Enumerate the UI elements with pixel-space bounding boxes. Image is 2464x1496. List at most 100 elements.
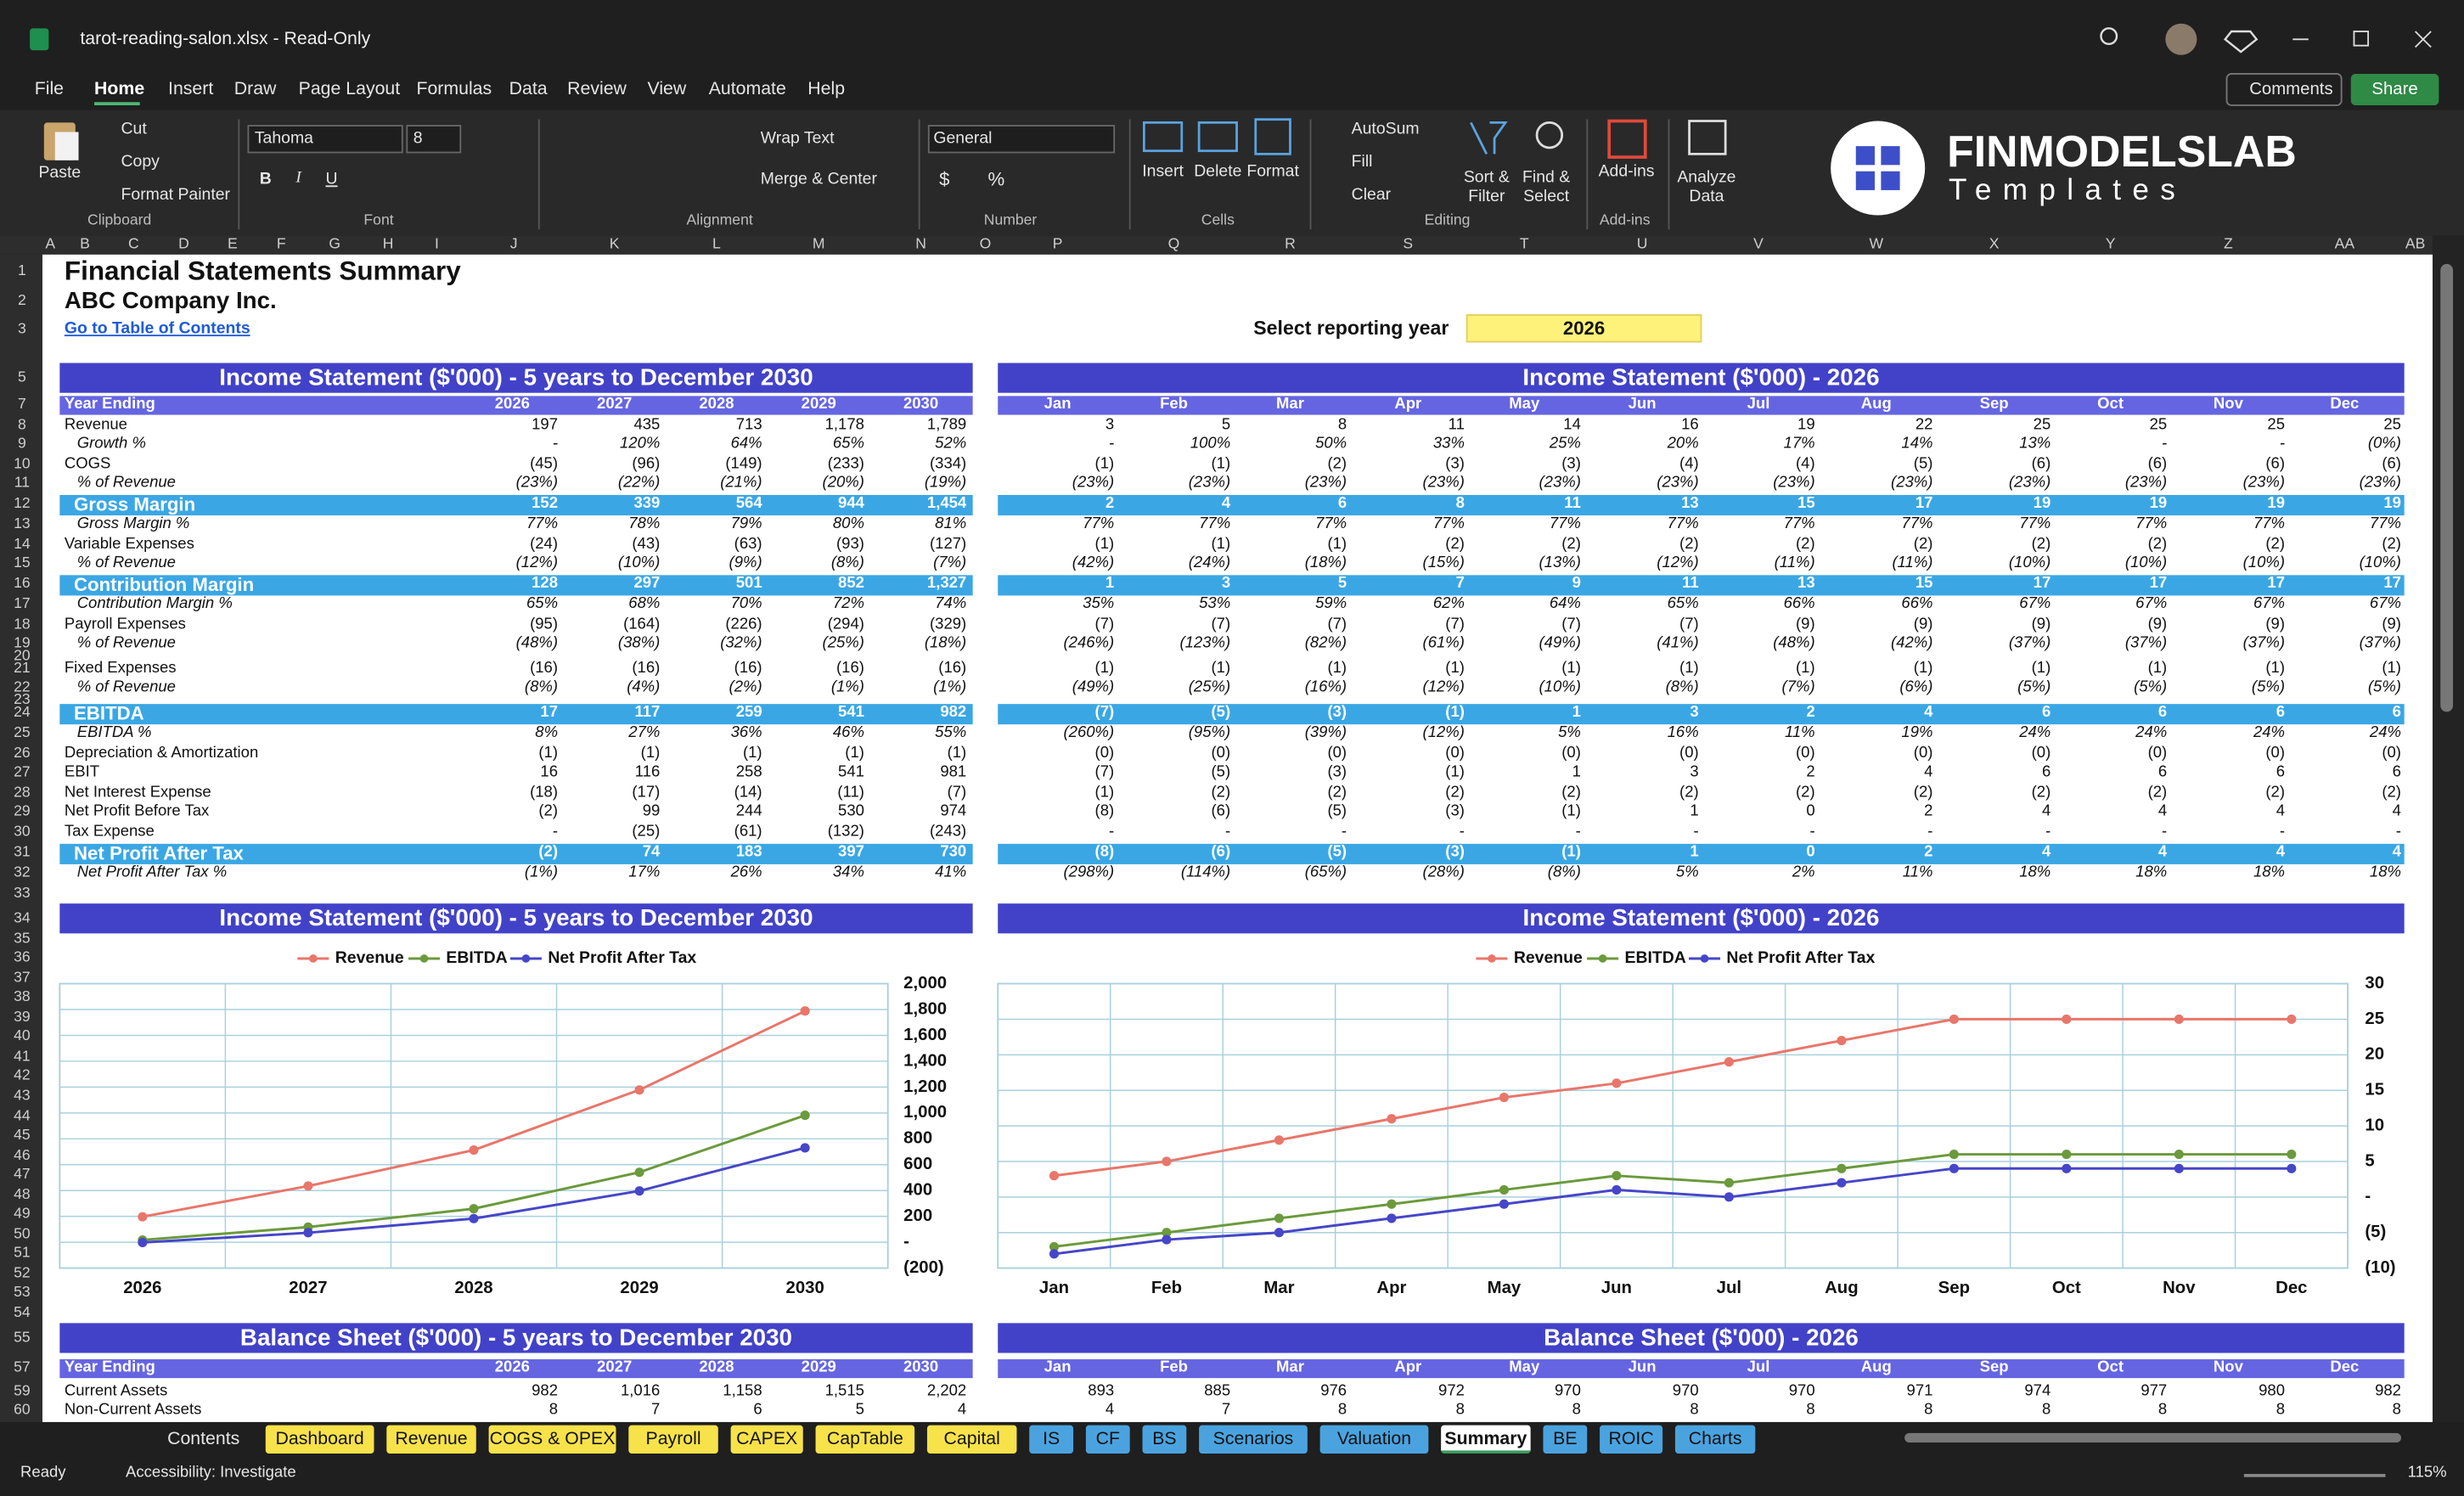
row-header[interactable]: 19	[14, 634, 31, 653]
sheet-tab[interactable]: BS	[1142, 1425, 1187, 1454]
ribbon-insert[interactable]: Insert	[1142, 161, 1184, 181]
row-header[interactable]: 21	[14, 660, 31, 678]
column-header[interactable]: E	[228, 235, 238, 253]
sheet-tab[interactable]: Contents	[167, 1430, 240, 1449]
row-header[interactable]: 49	[14, 1206, 31, 1223]
row-header[interactable]: 11	[14, 474, 31, 492]
zoom-level[interactable]: 115%	[2407, 1464, 2447, 1482]
menu-item[interactable]: View	[647, 80, 687, 99]
column-header[interactable]: B	[80, 235, 90, 253]
column-header[interactable]: A	[45, 235, 56, 253]
delete-icon[interactable]	[1197, 121, 1238, 153]
row-header[interactable]: 34	[14, 909, 31, 927]
menu-item[interactable]: Data	[509, 80, 548, 99]
sheet-tab[interactable]: ROIC	[1600, 1425, 1663, 1454]
row-header[interactable]: 27	[14, 763, 31, 781]
share-button[interactable]: Share	[2371, 80, 2418, 99]
ribbon-clear[interactable]: Clear	[1351, 185, 1392, 205]
column-header[interactable]: W	[1869, 235, 1884, 253]
menu-item[interactable]: Help	[807, 80, 846, 99]
ribbon-format-painter[interactable]: Format Painter	[121, 185, 231, 205]
sort-filter-icon[interactable]	[1470, 121, 1508, 155]
column-header[interactable]: O	[979, 235, 992, 253]
number-format-box[interactable]	[927, 125, 1116, 154]
insert-icon[interactable]	[1142, 121, 1184, 153]
row-header[interactable]: 37	[14, 969, 31, 987]
row-header[interactable]: 59	[14, 1382, 31, 1401]
row-header[interactable]: 15	[14, 554, 31, 572]
row-header[interactable]: 26	[14, 745, 31, 762]
column-header[interactable]: I	[435, 235, 439, 253]
close-button[interactable]	[2414, 31, 2432, 48]
sheet-tab[interactable]: Dashboard	[265, 1425, 374, 1454]
restore-button[interactable]	[2353, 31, 2370, 47]
analyze-data-icon[interactable]	[1688, 120, 1727, 155]
format-icon[interactable]	[1254, 118, 1291, 155]
share-button[interactable]	[2350, 73, 2439, 106]
year-value[interactable]: 2026	[1562, 317, 1606, 340]
row-header[interactable]: 57	[14, 1358, 31, 1377]
row-header[interactable]: 60	[14, 1401, 31, 1420]
ribbon-delete[interactable]: Delete	[1194, 161, 1242, 181]
row-header[interactable]: 50	[14, 1225, 31, 1243]
row-header[interactable]: 25	[14, 724, 31, 742]
row-header[interactable]: 24	[14, 704, 31, 722]
menu-item[interactable]: Insert	[168, 80, 214, 99]
ribbon-merge-center[interactable]: Merge & Center	[760, 169, 877, 189]
row-header[interactable]: 20	[14, 647, 31, 665]
column-header[interactable]: U	[1636, 235, 1648, 253]
row-header[interactable]: 29	[14, 802, 31, 821]
column-header[interactable]: Y	[2105, 235, 2116, 253]
search-icon[interactable]	[2100, 27, 2118, 46]
sheet-tab[interactable]: CapTable	[815, 1425, 915, 1454]
sheet-tab[interactable]: Revenue	[386, 1425, 476, 1454]
avatar[interactable]	[2165, 23, 2197, 55]
ribbon-italic[interactable]: I	[295, 169, 301, 188]
row-header[interactable]: 13	[14, 515, 31, 533]
row-header[interactable]: 47	[14, 1166, 31, 1184]
column-header[interactable]: AA	[2334, 235, 2355, 253]
column-header[interactable]: AB	[2405, 235, 2426, 253]
ribbon-sort-filter[interactable]: Sort & Filter	[1463, 168, 1510, 206]
row-header[interactable]: 16	[14, 575, 31, 593]
row-header[interactable]: 45	[14, 1127, 31, 1144]
menu-item[interactable]: Automate	[708, 80, 786, 99]
ribbon-bold[interactable]: B	[259, 169, 272, 189]
row-header[interactable]: 8	[17, 416, 26, 434]
column-header[interactable]: J	[509, 235, 518, 253]
row-header[interactable]: 44	[14, 1106, 31, 1125]
column-header[interactable]: Q	[1167, 235, 1180, 253]
row-header[interactable]: 33	[14, 884, 31, 903]
row-header[interactable]: 23	[14, 691, 31, 709]
sheet-tab[interactable]: BE	[1543, 1425, 1588, 1454]
font-size-box[interactable]	[406, 125, 462, 154]
ribbon-currency[interactable]: $	[939, 168, 950, 190]
sheet-tab[interactable]: Charts	[1674, 1425, 1756, 1454]
row-header[interactable]: 22	[14, 678, 31, 696]
addins-icon[interactable]	[1607, 119, 1647, 159]
comments-button[interactable]	[2225, 73, 2343, 106]
ribbon-fill[interactable]: Fill	[1351, 152, 1373, 172]
column-header[interactable]: D	[178, 235, 189, 253]
sheet-tab[interactable]: Capital	[926, 1425, 1017, 1454]
row-header[interactable]: 55	[14, 1329, 31, 1347]
row-header[interactable]: 36	[14, 949, 31, 967]
row-header[interactable]: 31	[14, 843, 31, 862]
column-header[interactable]: V	[1753, 235, 1764, 253]
column-header[interactable]: C	[127, 235, 139, 253]
premium-icon[interactable]	[2223, 30, 2259, 53]
row-header[interactable]: 54	[14, 1304, 31, 1322]
column-header[interactable]: K	[609, 235, 620, 253]
row-header[interactable]: 41	[14, 1048, 31, 1066]
menu-item[interactable]: File	[34, 80, 65, 99]
ribbon-percent[interactable]: %	[987, 168, 1005, 190]
row-header[interactable]: 28	[14, 784, 31, 801]
row-header[interactable]: 12	[14, 494, 31, 513]
row-header[interactable]: 40	[14, 1027, 31, 1046]
row-header[interactable]: 52	[14, 1264, 31, 1283]
row-header[interactable]: 46	[14, 1146, 31, 1164]
column-header[interactable]: R	[1285, 235, 1296, 253]
column-header[interactable]: F	[276, 235, 286, 253]
sheet-tab[interactable]: Payroll	[628, 1425, 718, 1454]
row-header[interactable]: 18	[14, 616, 31, 633]
